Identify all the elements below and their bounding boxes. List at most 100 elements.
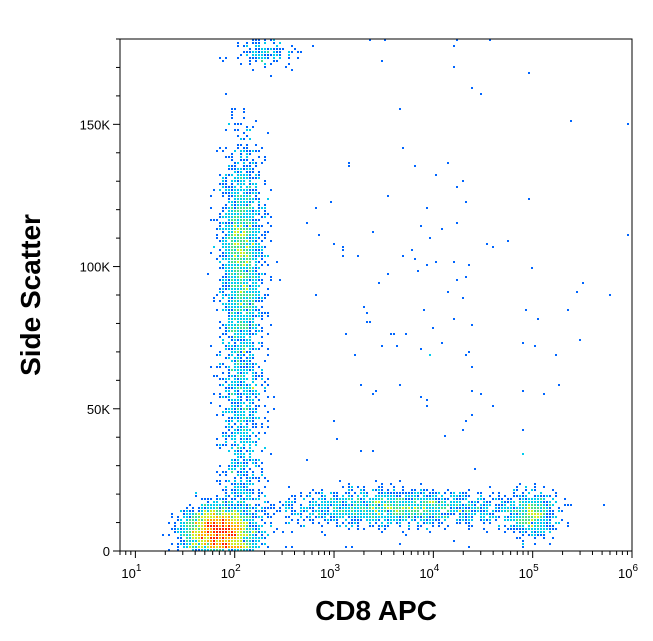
event-dot [237,264,239,266]
event-dot [279,42,281,44]
event-dot [249,507,251,509]
event-dot [240,207,242,209]
event-dot [252,534,254,536]
event-dot [402,492,404,494]
event-dot [249,228,251,230]
event-dot [258,330,260,332]
event-dot [243,528,245,530]
event-dot [261,507,263,509]
event-dot [387,504,389,506]
event-dot [237,162,239,164]
event-dot [237,324,239,326]
event-dot [258,48,260,50]
event-dot [261,255,263,257]
event-dot [237,300,239,302]
event-dot [225,246,227,248]
event-dot [246,429,248,431]
event-dot [213,219,215,221]
event-dot [219,480,221,482]
event-dot [246,219,248,221]
event-dot [552,528,554,530]
event-dot [399,108,401,110]
event-dot [222,60,224,62]
event-dot [522,390,524,392]
event-dot [456,507,458,509]
y-tick-label: 150K [80,117,111,132]
event-dot [426,207,428,209]
event-dot [543,528,545,530]
event-dot [549,495,551,497]
event-dot [537,534,539,536]
event-dot [252,228,254,230]
event-dot [519,525,521,527]
event-dot [234,189,236,191]
event-dot [222,525,224,527]
event-dot [252,282,254,284]
event-dot [210,195,212,197]
event-dot [408,501,410,503]
event-dot [222,516,224,518]
event-dot [525,510,527,512]
event-dot [342,246,344,248]
event-dot [231,402,233,404]
event-dot [459,501,461,503]
event-dot [204,540,206,542]
event-dot [468,504,470,506]
event-dot [387,525,389,527]
event-dot [540,510,542,512]
event-dot [255,177,257,179]
event-dot [228,543,230,545]
event-dot [213,549,215,551]
event-dot [426,516,428,518]
y-axis-title: Side Scatter [15,214,46,376]
event-dot [462,516,464,518]
event-dot [225,177,227,179]
event-dot [267,264,269,266]
event-dot [180,510,182,512]
event-dot [357,516,359,518]
event-dot [255,288,257,290]
event-dot [516,507,518,509]
event-dot [522,516,524,518]
event-dot [240,198,242,200]
event-dot [234,234,236,236]
event-dot [255,255,257,257]
event-dot [255,465,257,467]
event-dot [396,504,398,506]
event-dot [234,441,236,443]
event-dot [324,507,326,509]
event-dot [288,57,290,59]
event-dot [462,495,464,497]
event-dot [249,168,251,170]
event-dot [225,249,227,251]
event-dot [195,528,197,530]
event-dot [240,189,242,191]
event-dot [540,522,542,524]
event-dot [249,303,251,305]
event-dot [240,294,242,296]
event-dot [510,504,512,506]
event-dot [387,492,389,494]
event-dot [237,291,239,293]
event-dot [327,513,329,515]
event-dot [249,252,251,254]
event-dot [252,192,254,194]
event-dot [519,501,521,503]
event-dot [222,231,224,233]
event-dot [363,507,365,509]
event-dot [222,291,224,293]
event-dot [381,513,383,515]
event-dot [363,486,365,488]
event-dot [363,510,365,512]
event-dot [261,537,263,539]
event-dot [207,543,209,545]
event-dot [315,510,317,512]
event-dot [267,315,269,317]
event-dot [198,522,200,524]
event-dot [522,528,524,530]
event-dot [255,183,257,185]
event-dot [348,483,350,485]
event-dot [438,525,440,527]
event-dot [414,165,416,167]
event-dot [435,516,437,518]
